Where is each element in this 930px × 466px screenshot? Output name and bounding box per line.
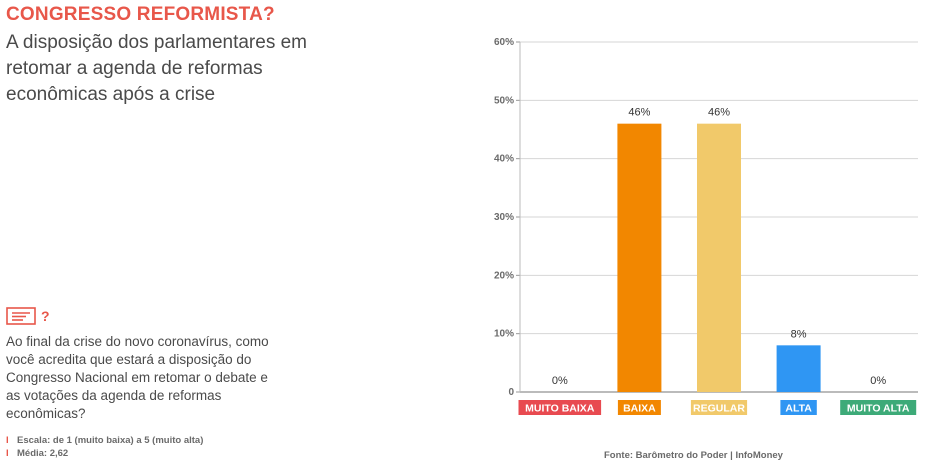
category-badge [690,400,748,415]
y-tick-label: 30% [494,212,514,223]
category-badge [617,400,661,415]
chart-subtitle: A disposição dos parlamentares em retoma… [6,32,307,105]
y-tick-label: 10% [494,329,514,340]
category-badge [780,400,817,415]
source-credit: Fonte: Barômetro do Poder | InfoMoney [604,450,783,461]
y-tick-label: 0 [508,387,514,398]
x-tick-label: REGULAR [693,403,745,415]
x-tick-label: MUITO BAIXA [525,403,595,415]
data-label: 0% [552,375,568,387]
y-tick-label: 50% [494,95,514,106]
mean-note-text: Média: 2,62 [17,448,69,459]
scale-note: I Escala: de 1 (muito baixa) a 5 (muito a… [6,435,203,446]
category-badge [840,400,917,415]
chart-title: CONGRESSO REFORMISTA? [6,4,275,25]
data-label: 0% [870,375,886,387]
scale-note-text: Escala: de 1 (muito baixa) a 5 (muito al… [17,435,204,446]
scale-marker-icon: I [6,435,9,446]
data-label: 8% [791,328,807,340]
bar [617,123,662,393]
x-tick-label: MUITO ALTA [847,403,910,415]
x-tick-label: BAIXA [623,403,656,415]
svg-text:?: ? [41,308,50,324]
y-tick-label: 40% [494,154,514,165]
survey-question: Ao final da crise do novo coronavírus, c… [6,334,269,421]
y-tick-label: 20% [494,270,514,281]
data-label: 46% [708,107,730,119]
mean-note: I Média: 2,62 [6,448,68,459]
bar [776,345,821,392]
y-tick-label: 60% [494,37,514,48]
x-tick-label: ALTA [785,403,812,415]
question-card-icon: ? [6,307,50,325]
mean-marker-icon: I [6,448,9,459]
bar [697,123,741,393]
data-label: 46% [628,107,650,119]
category-badge [518,400,602,415]
